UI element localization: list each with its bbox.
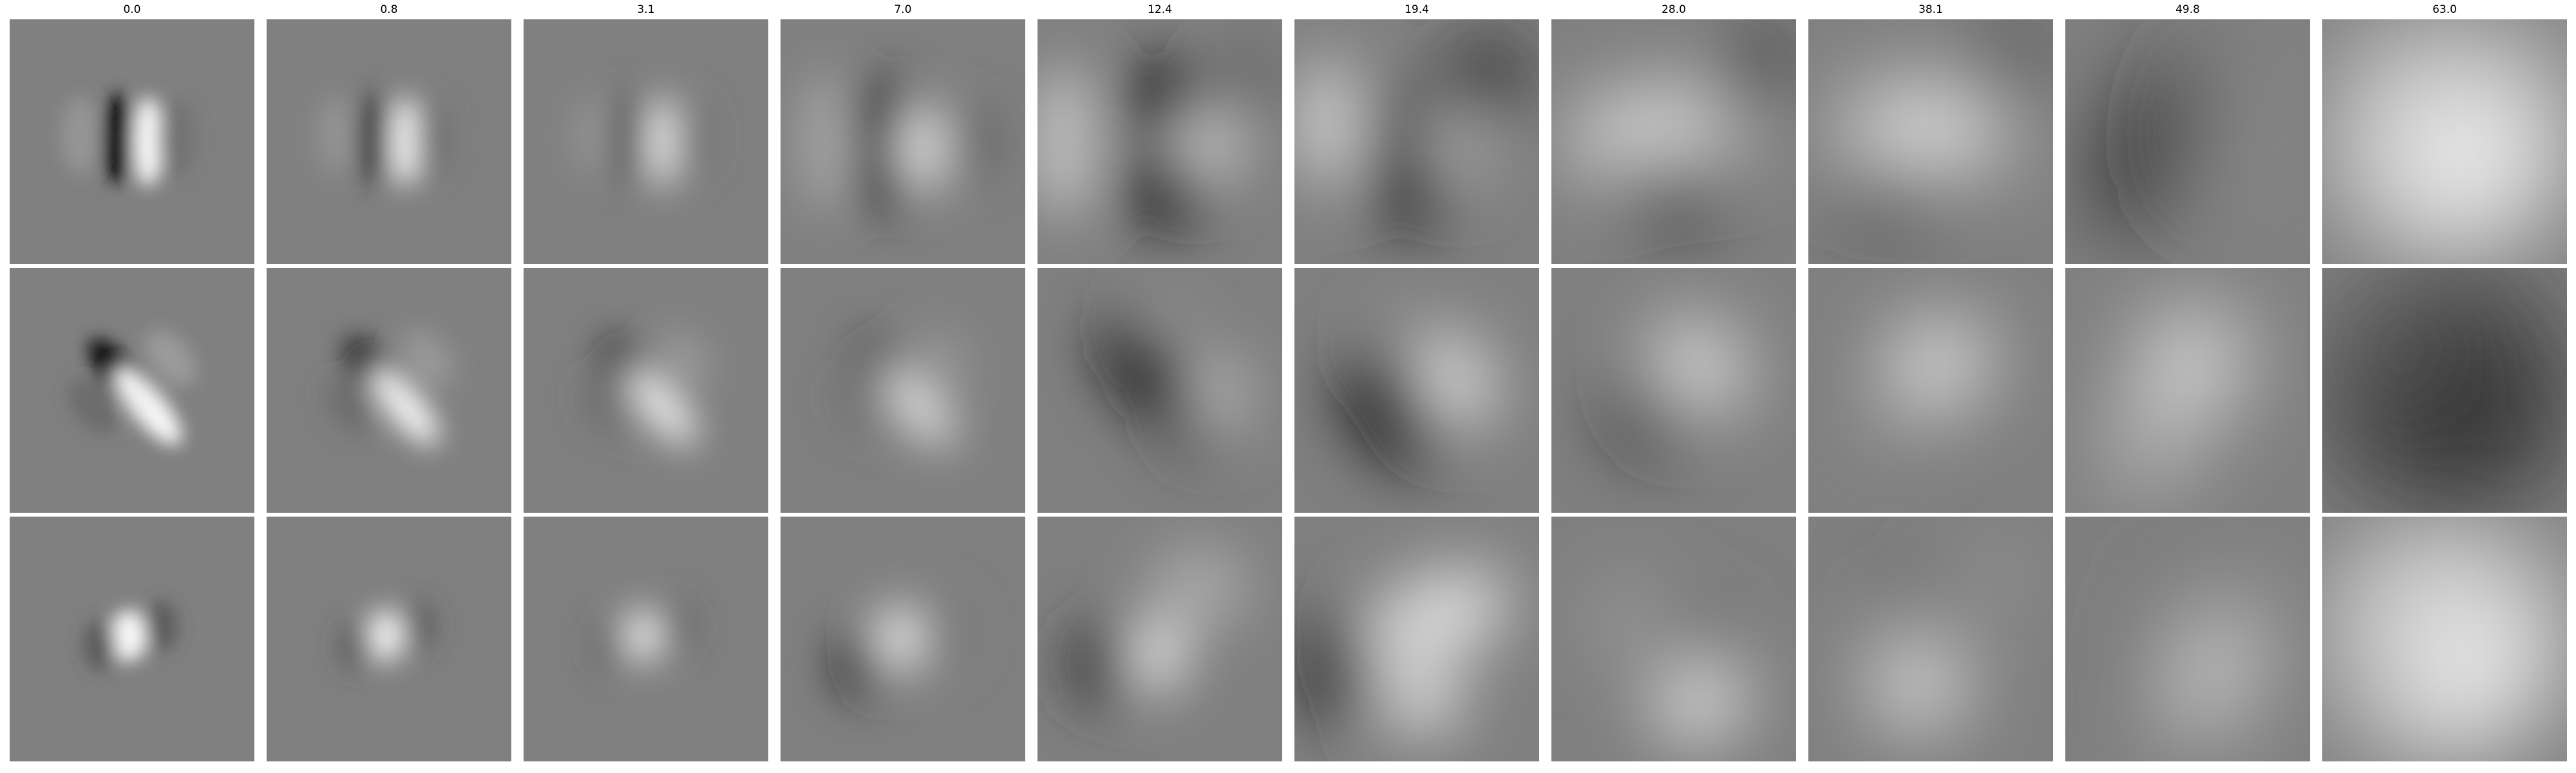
filter-image-row2-col9 — [2065, 268, 2310, 513]
filter-image-row3-col7 — [1551, 517, 1796, 761]
filter-image-row1-col1 — [10, 19, 254, 264]
filter-image-row2-col3 — [524, 268, 768, 513]
filter-image-row3-col10 — [2322, 517, 2567, 761]
filter-image-row1-col3 — [524, 19, 768, 264]
filter-image-row2-col5 — [1037, 268, 1282, 513]
filter-image-row3-col3 — [524, 517, 768, 761]
filter-image-row1-col6 — [1294, 19, 1539, 264]
filter-image-row3-col1 — [10, 517, 254, 761]
filter-image-row1-col5 — [1037, 19, 1282, 264]
column-title: 63.0 — [2432, 3, 2457, 16]
filter-image-row3-col8 — [1808, 517, 2053, 761]
filter-image-row2-col10 — [2322, 268, 2567, 513]
filter-image-row3-col2 — [267, 517, 511, 761]
column-title: 28.0 — [1662, 3, 1686, 16]
column-title: 7.0 — [894, 3, 912, 16]
filter-image-row2-col1 — [10, 268, 254, 513]
filter-image-row2-col4 — [781, 268, 1025, 513]
filter-image-row1-col8 — [1808, 19, 2053, 264]
filter-image-row1-col7 — [1551, 19, 1796, 264]
filter-image-row1-col2 — [267, 19, 511, 264]
filter-image-row2-col6 — [1294, 268, 1539, 513]
filter-image-row1-col9 — [2065, 19, 2310, 264]
column-title: 19.4 — [1405, 3, 1429, 16]
filter-image-row3-col6 — [1294, 517, 1539, 761]
filter-image-row2-col8 — [1808, 268, 2053, 513]
filter-image-row3-col9 — [2065, 517, 2310, 761]
filter-image-row1-col10 — [2322, 19, 2567, 264]
column-title: 49.8 — [2175, 3, 2200, 16]
column-title: 0.8 — [380, 3, 398, 16]
column-title: 12.4 — [1148, 3, 1172, 16]
filter-image-row2-col7 — [1551, 268, 1796, 513]
filter-image-row3-col5 — [1037, 517, 1282, 761]
column-title: 3.1 — [637, 3, 655, 16]
filter-image-row1-col4 — [781, 19, 1025, 264]
filter-image-row3-col4 — [781, 517, 1025, 761]
column-title: 0.0 — [123, 3, 141, 16]
column-title: 38.1 — [1918, 3, 1943, 16]
filter-image-row2-col2 — [267, 268, 511, 513]
